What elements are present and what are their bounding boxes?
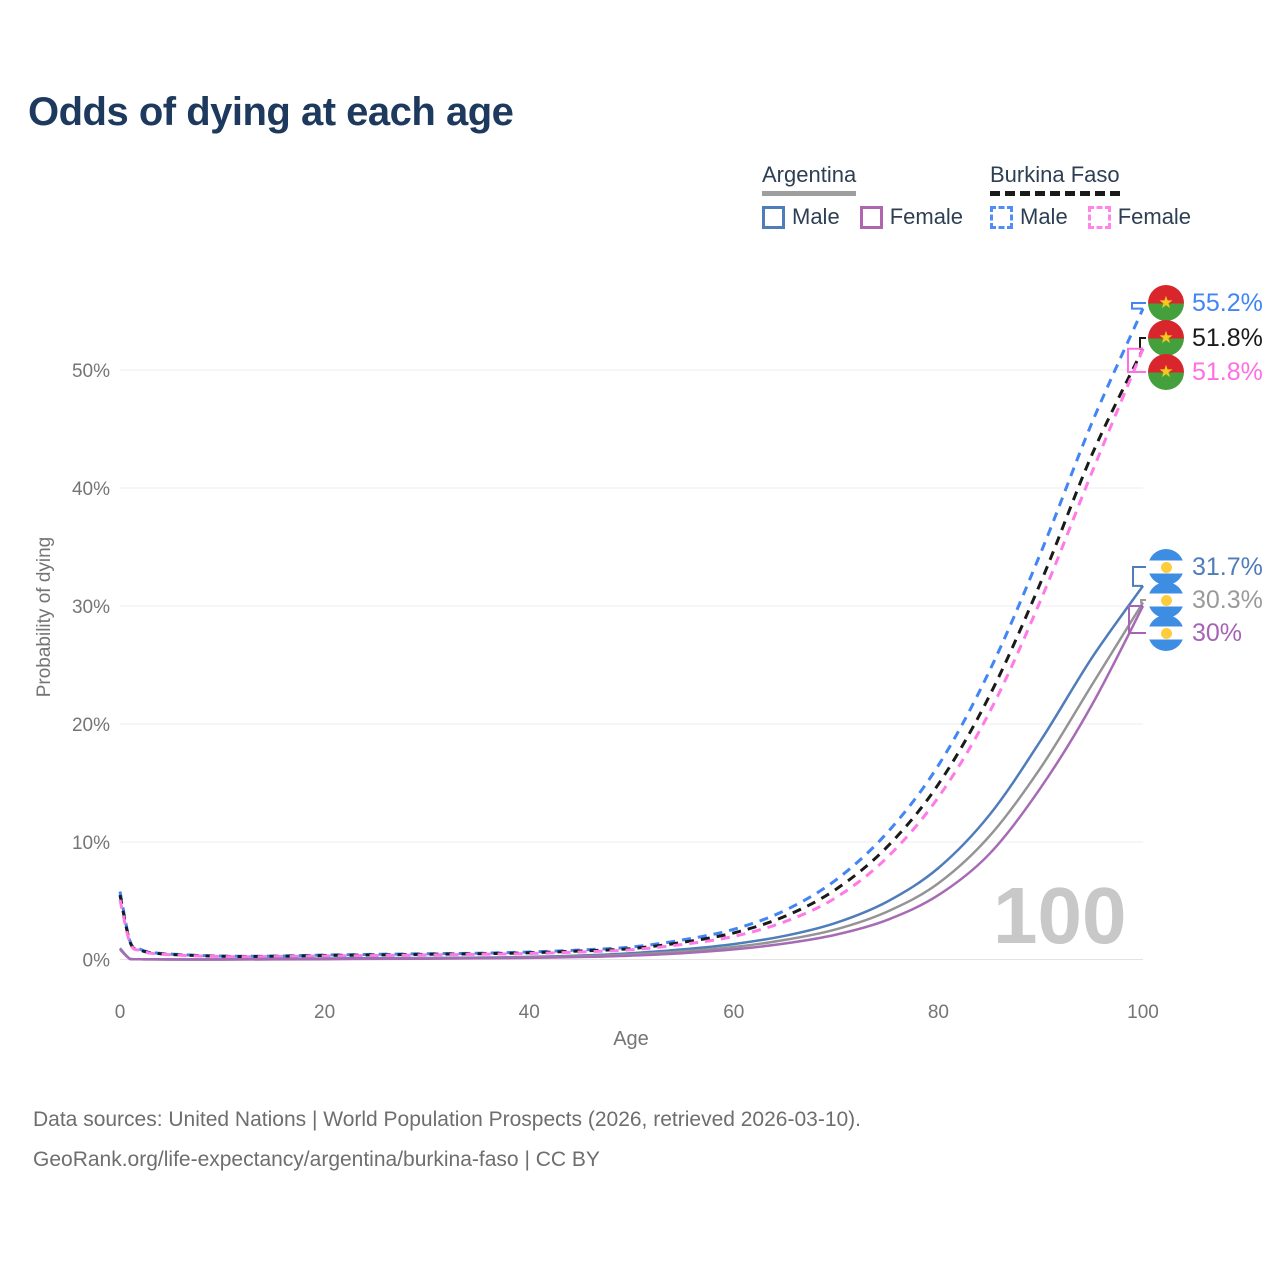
y-tick-label: 20% — [72, 715, 110, 736]
legend-label: Male — [792, 204, 840, 229]
series-line-argentina-male[interactable] — [119, 585, 1145, 961]
end-label-value: 55.2% — [1192, 288, 1263, 317]
y-tick-label: 0% — [83, 951, 111, 972]
label-connector-burkina-faso-all — [1139, 337, 1146, 350]
x-tick-label: 20 — [314, 1002, 335, 1023]
x-tick-label: 0 — [115, 1002, 126, 1023]
legend-item-argentina-male[interactable]: Male — [762, 204, 840, 230]
y-tick-label: 10% — [72, 833, 110, 854]
legend-label: Female — [889, 204, 964, 229]
series-line-burkina-faso-male[interactable] — [118, 307, 1145, 958]
legend-item-burkina-faso-female[interactable]: Female — [1087, 204, 1192, 230]
y-tick-label: 40% — [72, 479, 110, 500]
series-line-argentina-female[interactable] — [119, 605, 1145, 961]
argentina-female-swatch-icon — [859, 205, 883, 229]
x-axis-title: Age — [613, 1028, 649, 1050]
x-tick-label: 60 — [723, 1002, 744, 1023]
legend-row-burkina-faso: Male Female — [990, 204, 1191, 230]
label-connector-burkina-faso-female — [1127, 347, 1146, 373]
attribution-line: GeoRank.org/life-expectancy/argentina/bu… — [33, 1148, 600, 1171]
end-label-burkina-faso-male: 55.2% — [1148, 285, 1263, 321]
hover-age-watermark: 100 — [993, 871, 1127, 960]
page-title: Odds of dying at each age — [28, 90, 514, 134]
y-tick-label: 50% — [72, 361, 110, 382]
end-label-burkina-faso-all: 51.8% — [1148, 320, 1263, 356]
end-label-argentina-male: 31.7% — [1148, 549, 1263, 585]
series-line-burkina-faso-all[interactable] — [118, 348, 1145, 959]
legend-item-argentina-female[interactable]: Female — [859, 204, 964, 230]
argentina-male-swatch-icon — [762, 205, 785, 229]
legend-label: Male — [1020, 204, 1068, 229]
burkina-faso-flag-icon — [1148, 285, 1184, 321]
end-label-value: 51.8% — [1192, 357, 1263, 386]
end-label-value: 31.7% — [1192, 552, 1263, 581]
argentina-flag-icon — [1148, 549, 1184, 585]
x-tick-label: 80 — [928, 1002, 949, 1023]
end-label-argentina-all: 30.3% — [1148, 582, 1263, 618]
argentina-flag-icon — [1148, 582, 1184, 618]
legend-row-argentina: Male Female — [762, 204, 963, 230]
argentina-flag-icon — [1148, 615, 1184, 651]
burkina-faso-flag-icon — [1148, 354, 1184, 390]
burkina-faso-female-swatch-icon — [1087, 205, 1111, 229]
series-line-argentina-all[interactable] — [119, 601, 1145, 961]
burkina-faso-male-swatch-icon — [990, 205, 1013, 229]
burkina-faso-flag-icon — [1148, 320, 1184, 356]
series-line-burkina-faso-female[interactable] — [118, 348, 1145, 959]
y-tick-label: 30% — [72, 597, 110, 618]
end-label-value: 30% — [1192, 618, 1243, 647]
end-label-argentina-female: 30% — [1148, 615, 1242, 651]
label-connector-argentina-female — [1128, 605, 1146, 634]
data-source-line: Data sources: United Nations | World Pop… — [33, 1108, 862, 1131]
legend-country-burkina-faso[interactable]: Burkina Faso — [990, 162, 1120, 196]
x-tick-label: 100 — [1127, 1002, 1159, 1023]
legend-group-argentina: Argentina Male Female — [762, 162, 963, 230]
end-label-value: 30.3% — [1192, 585, 1263, 614]
end-label-burkina-faso-female: 51.8% — [1148, 354, 1263, 390]
label-connector-argentina-all — [1140, 599, 1146, 604]
x-tick-label: 40 — [519, 1002, 540, 1023]
legend-country-argentina[interactable]: Argentina — [762, 162, 857, 196]
legend-group-burkina-faso: Burkina Faso Male Female — [990, 162, 1191, 230]
label-connector-argentina-male — [1132, 566, 1146, 587]
label-connector-burkina-faso-male — [1131, 302, 1146, 310]
legend-label: Female — [1117, 204, 1192, 229]
legend-item-burkina-faso-male[interactable]: Male — [990, 204, 1068, 230]
end-label-value: 51.8% — [1192, 323, 1263, 352]
